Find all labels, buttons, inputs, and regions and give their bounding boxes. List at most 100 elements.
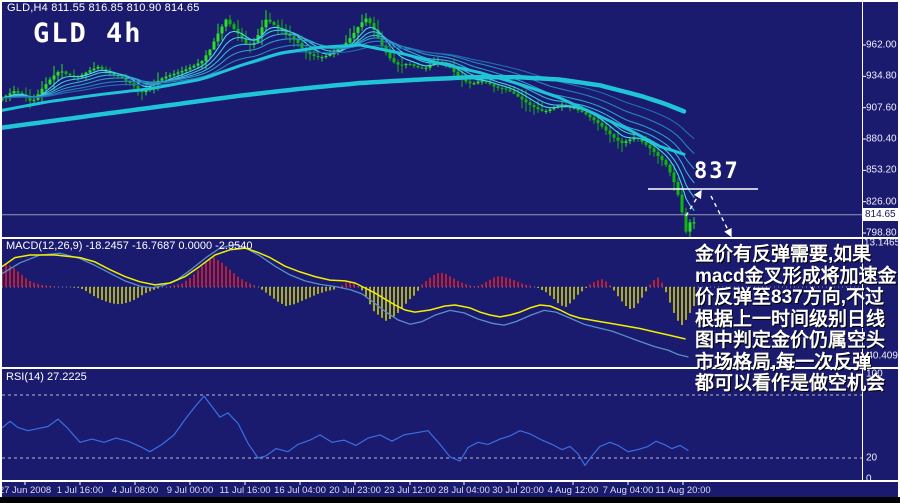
candle: [232, 24, 236, 29]
time-axis-label: 11 Aug 20:00: [655, 485, 711, 496]
candle: [352, 32, 356, 39]
candle: [484, 81, 488, 83]
candle: [428, 64, 432, 68]
candle: [596, 120, 600, 124]
candle: [224, 19, 228, 27]
candle: [532, 104, 536, 108]
ma-thick2: [2, 43, 686, 156]
candle: [456, 71, 460, 76]
price-axis-label: 826.00: [866, 196, 897, 208]
macd-axis-max: 13.1465: [864, 237, 900, 249]
candle: [272, 21, 276, 25]
note-line: 图中判定金价仍属空头: [695, 330, 886, 351]
axis-border-line: [862, 2, 863, 480]
candle: [160, 78, 164, 81]
candle: [536, 107, 540, 110]
candle: [260, 27, 264, 36]
note-line: 金价有反弹需要,如果: [695, 244, 872, 265]
candle: [392, 58, 396, 63]
candle: [592, 117, 596, 121]
price-axis-label: 853.20: [866, 164, 897, 176]
candle: [60, 71, 64, 73]
separator-macd-rsi[interactable]: [0, 367, 898, 369]
macd-signal-line: [2, 247, 686, 340]
candle: [584, 112, 588, 115]
rsi-axis-label: 0: [866, 473, 872, 485]
current-price-badge: 814.65: [863, 208, 900, 222]
frame-right: [898, 0, 900, 503]
candle: [432, 62, 436, 65]
candle: [516, 93, 520, 97]
candle: [548, 109, 552, 111]
candle: [544, 110, 548, 112]
candle: [672, 172, 676, 183]
candle: [176, 72, 180, 74]
candle: [404, 64, 408, 66]
candle: [660, 155, 664, 161]
candle: [492, 84, 496, 87]
rsi-line: [2, 395, 689, 466]
candle: [688, 222, 692, 232]
candle: [268, 19, 272, 22]
candle: [196, 63, 200, 66]
time-axis-label: 30 Jul 20:00: [492, 485, 544, 496]
ema-fan-line: [2, 37, 695, 170]
candle: [528, 102, 532, 105]
candle: [292, 36, 296, 39]
candle: [112, 73, 116, 75]
candle: [608, 130, 612, 135]
candle: [468, 81, 472, 84]
candle: [28, 97, 32, 101]
time-axis-label: 20 Jul 23:00: [329, 485, 381, 496]
candle: [320, 57, 324, 59]
candle: [408, 64, 412, 66]
candle: [204, 55, 208, 62]
note-line: 市场格局,每一次反弹: [695, 351, 872, 373]
candle: [348, 38, 352, 43]
candle: [96, 66, 100, 69]
candle: [684, 212, 688, 232]
candle: [400, 64, 404, 66]
analyst-note-text: 金价有反弹需要,如果 macd金叉形成将加速金 价反弹至837方向,不过 根据上一时间…: [695, 244, 900, 395]
candle: [180, 71, 184, 73]
candle: [164, 76, 168, 79]
separator-rsi-timeaxis: [0, 480, 898, 482]
candle: [644, 141, 648, 145]
rsi-axis-label: 100: [866, 368, 883, 380]
candle: [360, 22, 364, 28]
time-axis-label: 1 Jul 16:00: [56, 485, 104, 496]
price-target-annotation: 837: [694, 159, 740, 184]
time-axis-label: 4 Aug 12:00: [547, 485, 599, 496]
note-line: 根据上一时间级别日线: [695, 308, 886, 330]
time-axis-label: 4 Jul 08:00: [111, 485, 159, 496]
separator-main-macd[interactable]: [0, 237, 898, 239]
candle: [276, 24, 280, 29]
candle: [452, 67, 456, 72]
candle: [188, 67, 192, 70]
price-axis-label: 907.60: [866, 102, 897, 114]
candle: [64, 71, 68, 74]
candle: [92, 68, 96, 71]
candle: [32, 99, 36, 101]
candle: [496, 86, 500, 88]
candle: [560, 105, 564, 107]
candle: [480, 81, 484, 83]
time-axis-label: 23 Jul 12:00: [384, 485, 436, 496]
ma-thick1: [2, 75, 687, 130]
bottom-bar: [0, 497, 900, 503]
candle: [312, 54, 316, 56]
candle: [84, 72, 88, 75]
candle: [376, 29, 380, 39]
candle: [552, 107, 556, 110]
candle: [220, 26, 224, 34]
candle: [640, 138, 644, 142]
candle: [208, 49, 212, 56]
price-axis-label: 934.80: [866, 70, 897, 82]
candle: [508, 89, 512, 92]
candle: [372, 23, 376, 30]
candle: [612, 134, 616, 138]
candle: [308, 51, 312, 55]
candle: [236, 28, 240, 34]
candle: [356, 27, 360, 33]
